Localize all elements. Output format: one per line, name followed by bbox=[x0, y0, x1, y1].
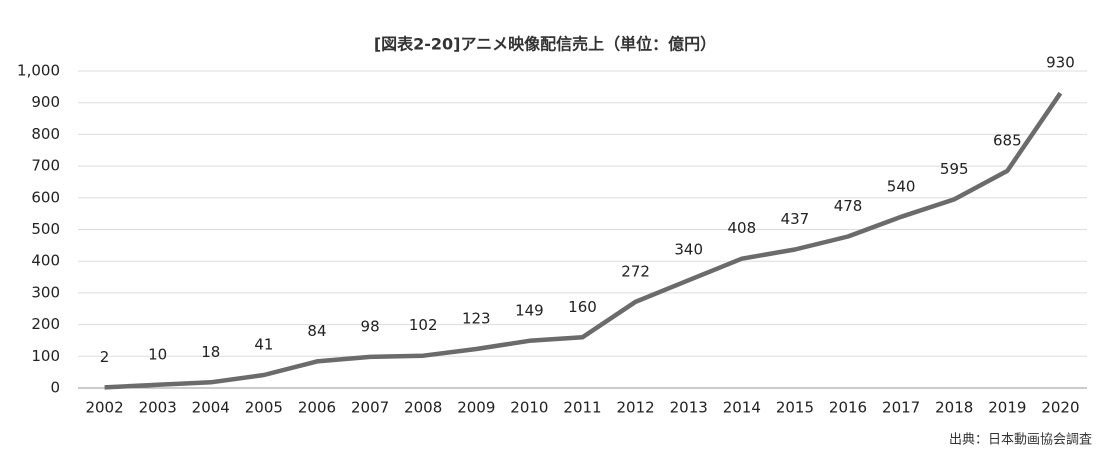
value-label: 437 bbox=[781, 210, 810, 228]
x-tick-label: 2018 bbox=[935, 399, 973, 417]
x-tick-label: 2009 bbox=[457, 399, 495, 417]
value-label: 149 bbox=[515, 301, 544, 319]
x-tick-label: 2013 bbox=[670, 399, 708, 417]
x-tick-label: 2017 bbox=[882, 399, 920, 417]
value-label: 685 bbox=[993, 131, 1022, 149]
value-label: 478 bbox=[834, 197, 863, 215]
value-label: 123 bbox=[462, 310, 491, 328]
value-label: 10 bbox=[148, 345, 167, 363]
x-tick-label: 2020 bbox=[1041, 399, 1079, 417]
x-tick-label: 2006 bbox=[298, 399, 336, 417]
value-label: 160 bbox=[568, 298, 597, 316]
x-tick-label: 2005 bbox=[245, 399, 283, 417]
x-tick-label: 2004 bbox=[192, 399, 230, 417]
x-tick-label: 2007 bbox=[351, 399, 389, 417]
y-tick-label: 600 bbox=[31, 188, 60, 206]
y-tick-label: 900 bbox=[31, 93, 60, 111]
source-note: 出典：日本動画協会調査 bbox=[949, 433, 1092, 448]
value-label: 84 bbox=[307, 322, 326, 340]
y-tick-label: 0 bbox=[50, 379, 60, 397]
x-tick-label: 2014 bbox=[723, 399, 761, 417]
x-tick-label: 2011 bbox=[563, 399, 601, 417]
value-label: 98 bbox=[361, 317, 380, 335]
value-label: 102 bbox=[409, 316, 438, 334]
value-label: 340 bbox=[674, 241, 703, 259]
value-label: 41 bbox=[254, 336, 273, 354]
x-tick-label: 2008 bbox=[404, 399, 442, 417]
x-tick-label: 2012 bbox=[617, 399, 655, 417]
y-tick-label: 500 bbox=[31, 220, 60, 238]
y-tick-label: 100 bbox=[31, 347, 60, 365]
value-label: 272 bbox=[621, 262, 650, 280]
y-tick-label: 200 bbox=[31, 315, 60, 333]
x-tick-label: 2010 bbox=[510, 399, 548, 417]
x-tick-label: 2015 bbox=[776, 399, 814, 417]
value-label: 408 bbox=[727, 219, 756, 237]
x-tick-label: 2016 bbox=[829, 399, 867, 417]
x-tick-label: 2003 bbox=[139, 399, 177, 417]
y-tick-label: 1,000 bbox=[17, 62, 60, 80]
x-tick-label: 2002 bbox=[85, 399, 123, 417]
value-label: 2 bbox=[100, 348, 110, 366]
y-tick-label: 700 bbox=[31, 157, 60, 175]
y-tick-label: 800 bbox=[31, 125, 60, 143]
data-line bbox=[104, 91, 1063, 390]
y-tick-label: 300 bbox=[31, 283, 60, 301]
value-label: 18 bbox=[201, 343, 220, 361]
chart-title: [図表2-20]アニメ映像配信売上（単位：億円） bbox=[374, 35, 716, 54]
y-tick-label: 400 bbox=[31, 252, 60, 270]
value-label: 930 bbox=[1046, 54, 1075, 72]
value-label: 540 bbox=[887, 177, 916, 195]
x-tick-label: 2019 bbox=[988, 399, 1026, 417]
value-label: 595 bbox=[940, 160, 969, 178]
